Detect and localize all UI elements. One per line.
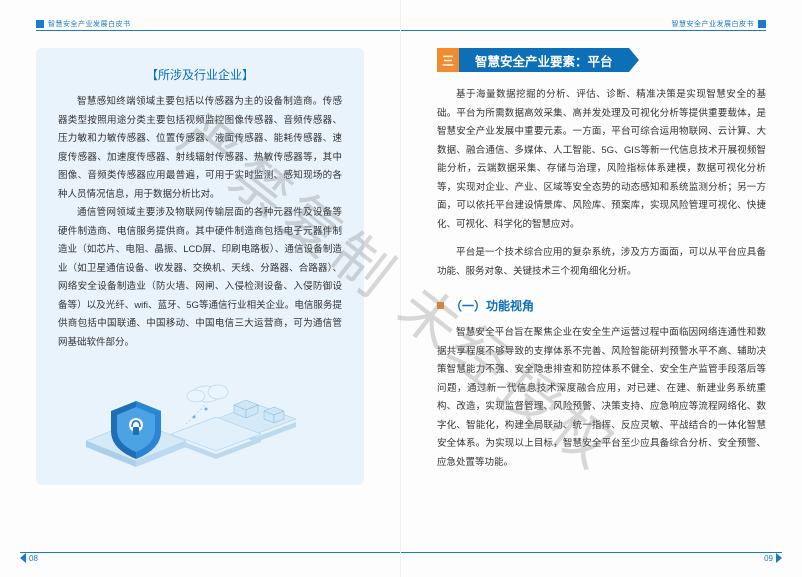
right-content: 基于海量数据挖掘的分析、评估、诊断、精准决策是实现智慧安全的基础。平台为所需数据… <box>437 86 766 472</box>
subsection-title: （一）功能视角 <box>450 297 534 314</box>
page-arrow-icon <box>20 553 26 563</box>
left-page: 智慧安全产业发展白皮书 【所涉及行业企业】 智慧感知终端领域主要包括以传感器为主… <box>0 0 401 577</box>
footer-rule <box>401 552 782 553</box>
page-spread: 智慧安全产业发展白皮书 【所涉及行业企业】 智慧感知终端领域主要包括以传感器为主… <box>0 0 802 577</box>
right-para-3: 智慧安全平台旨在聚焦企业在安全生产运营过程中面临因网络连通性和数据共享程度不够导… <box>437 324 766 472</box>
isometric-illustration <box>58 360 342 465</box>
page-number: 09 <box>764 554 773 563</box>
footer-rule <box>20 552 400 553</box>
section-title: 智慧安全产业要素：平台 <box>459 48 629 72</box>
header-title: 智慧安全产业发展白皮书 <box>48 19 131 29</box>
info-box: 【所涉及行业企业】 智慧感知终端领域主要包括以传感器为主的设备制造商。传感器类型… <box>36 48 364 485</box>
section-number-badge: 三 <box>437 48 459 72</box>
right-page: 智慧安全产业发展白皮书 三 智慧安全产业要素：平台 基于海量数据挖掘的分析、评估… <box>401 0 802 577</box>
page-number: 08 <box>29 554 38 563</box>
right-para-2: 平台是一个技术综合应用的复杂系统，涉及方方面面，可以从平台应具备功能、服务对象、… <box>437 244 766 281</box>
header-square-icon <box>758 20 766 28</box>
info-box-title: 【所涉及行业企业】 <box>58 66 342 83</box>
shield-cloud-icon <box>66 359 316 469</box>
header-square-icon <box>36 20 44 28</box>
section-heading: 三 智慧安全产业要素：平台 <box>437 48 766 72</box>
bullet-icon <box>437 302 444 309</box>
header-rule <box>36 30 400 31</box>
header-left: 智慧安全产业发展白皮书 <box>36 18 131 30</box>
left-para-1: 智慧感知终端领域主要包括以传感器为主的设备制造商。传感器类型按照用途分类主要包括… <box>58 93 342 204</box>
page-arrow-icon <box>776 553 782 563</box>
right-para-1: 基于海量数据挖掘的分析、评估、诊断、精准决策是实现智慧安全的基础。平台为所需数据… <box>437 86 766 234</box>
page-number-left: 08 <box>20 553 38 563</box>
subsection-heading: （一）功能视角 <box>437 297 766 314</box>
header-right: 智慧安全产业发展白皮书 <box>672 18 767 30</box>
header-title: 智慧安全产业发展白皮书 <box>672 19 755 29</box>
left-para-2: 通信管网领域主要涉及物联网传输层面的各种元器件及设备等硬件制造商、电信服务提供商… <box>58 204 342 352</box>
page-number-right: 09 <box>764 553 782 563</box>
header-rule <box>401 30 766 31</box>
